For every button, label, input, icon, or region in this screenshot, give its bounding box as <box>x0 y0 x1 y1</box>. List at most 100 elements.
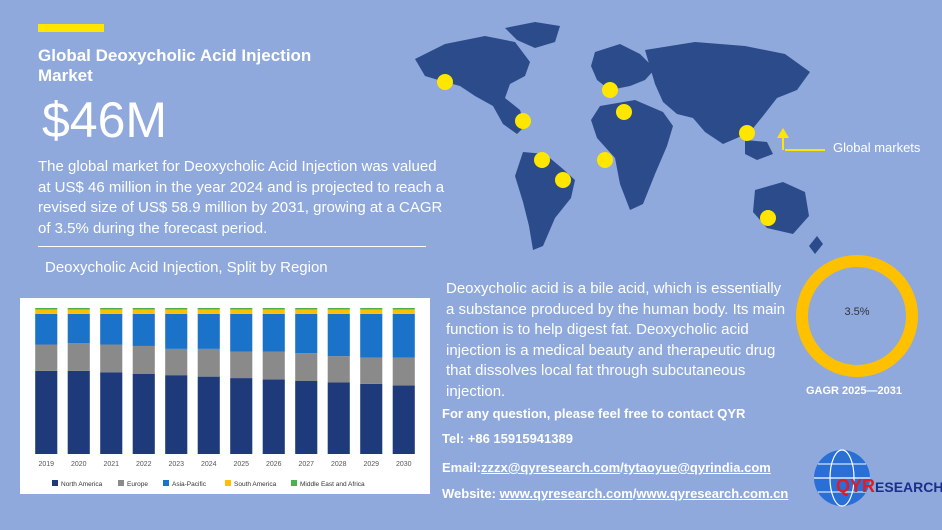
company-logo: QYRESEARCH <box>836 476 942 496</box>
bar-segment <box>230 308 253 310</box>
page-title: Global Deoxycholic Acid Injection Market <box>38 46 312 85</box>
x-tick-label: 2020 <box>71 461 87 468</box>
legend-label: South America <box>234 481 277 488</box>
cagr-donut: 3.5% <box>796 255 918 377</box>
bar-segment <box>197 309 220 314</box>
map-markers <box>437 74 776 226</box>
bar-segment <box>197 376 220 454</box>
bar-segment <box>262 351 285 380</box>
divider <box>38 246 426 247</box>
contact-website: Website: www.qyresearch.com/www.qyresear… <box>442 486 789 501</box>
bar-segment <box>392 309 415 314</box>
bar-segment <box>230 351 253 379</box>
x-tick-label: 2025 <box>233 461 249 468</box>
bar-segment <box>35 308 58 310</box>
x-tick-label: 2024 <box>201 461 217 468</box>
bar-segment <box>327 356 350 383</box>
bar-segment <box>360 308 383 310</box>
bar-segment <box>100 309 123 314</box>
legend-label: North America <box>61 481 103 488</box>
market-description: The global market for Deoxycholic Acid I… <box>38 158 445 237</box>
map-marker <box>555 172 571 188</box>
cagr-label: GAGR 2025—2031 <box>806 385 902 397</box>
world-map <box>415 22 825 254</box>
bar-segment <box>67 343 90 371</box>
bar-segment <box>262 379 285 454</box>
x-tick-label: 2021 <box>103 461 119 468</box>
bar-segment <box>295 353 318 381</box>
bar-segment <box>35 313 58 345</box>
legend-label: Middle East and Africa <box>300 481 365 488</box>
bar-segment <box>100 308 123 310</box>
legend-swatch <box>225 480 231 486</box>
bar-segment <box>197 308 220 310</box>
bar-segment <box>197 348 220 377</box>
region-chart: 2019 2020 2021 2022 2023 2024 2025 2026 2027 2028… <box>20 298 430 494</box>
arrow-icon <box>777 128 825 151</box>
bar-segment <box>165 375 188 454</box>
bar-segment <box>262 313 285 352</box>
bar-segment <box>132 308 155 310</box>
bar-segment <box>327 313 350 357</box>
bar-segment <box>360 383 383 454</box>
market-value: $46M <box>42 92 168 148</box>
map-marker <box>437 74 453 90</box>
contact-question: For any question, please feel free to co… <box>442 406 746 421</box>
bar-segment <box>230 309 253 314</box>
bar-segment <box>295 381 318 454</box>
x-tick-label: 2029 <box>363 461 379 468</box>
contact-email: Email:zzzx@qyresearch.com/tytaoyue@qyrin… <box>442 460 771 475</box>
bar-segment <box>360 357 383 384</box>
bar-segment <box>295 313 318 354</box>
bar-segment <box>67 370 90 454</box>
bar-segment <box>327 382 350 454</box>
x-tick-label: 2027 <box>298 461 314 468</box>
bar-segment <box>165 348 188 376</box>
legend-swatch <box>52 480 58 486</box>
bar-segment <box>132 313 155 346</box>
x-tick-label: 2019 <box>38 461 54 468</box>
cagr-value: 3.5% <box>844 306 869 318</box>
legend-swatch <box>118 480 124 486</box>
legend-label: Europe <box>127 481 148 488</box>
bar-segment <box>132 309 155 314</box>
bar-segment <box>295 308 318 310</box>
bar-segment <box>165 308 188 310</box>
website-link-2[interactable]: www.qyresearch.com.cn <box>636 486 789 501</box>
bar-segment <box>262 309 285 314</box>
x-tick-label: 2030 <box>396 461 412 468</box>
region-chart-svg: 2019 2020 2021 2022 2023 2024 2025 2026 2027 2028… <box>35 308 415 488</box>
bar-segment <box>197 313 220 349</box>
email-link-1[interactable]: zzzx@qyresearch.com <box>481 460 621 475</box>
bar-segment <box>230 313 253 352</box>
x-tick-label: 2023 <box>168 461 184 468</box>
map-marker <box>739 125 755 141</box>
website-link-1[interactable]: www.qyresearch.com <box>499 486 633 501</box>
accent-bar <box>38 24 104 32</box>
bar-segment <box>165 313 188 349</box>
bar-segment <box>360 313 383 358</box>
bar-segment <box>35 309 58 314</box>
email-link-2[interactable]: tytaoyue@qyrindia.com <box>623 460 771 475</box>
bar-segment <box>392 313 415 358</box>
map-marker <box>602 82 618 98</box>
bar-segment <box>100 372 123 454</box>
bar-segment <box>67 309 90 314</box>
map-marker <box>616 104 632 120</box>
map-marker <box>515 113 531 129</box>
bar-segment <box>132 373 155 454</box>
bar-segment <box>230 378 253 454</box>
bar-segment <box>262 308 285 310</box>
legend-label: Asia-Pacific <box>172 481 207 488</box>
bar-segment <box>165 309 188 314</box>
bar-segment <box>132 345 155 374</box>
bar-segment <box>35 370 58 454</box>
map-marker <box>597 152 613 168</box>
bar-segment <box>392 385 415 454</box>
bar-segment <box>327 309 350 314</box>
bar-segment <box>327 308 350 310</box>
legend-swatch <box>291 480 297 486</box>
bar-segment <box>360 309 383 314</box>
map-marker <box>760 210 776 226</box>
chart-title: Deoxycholic Acid Injection, Split by Reg… <box>45 259 328 276</box>
